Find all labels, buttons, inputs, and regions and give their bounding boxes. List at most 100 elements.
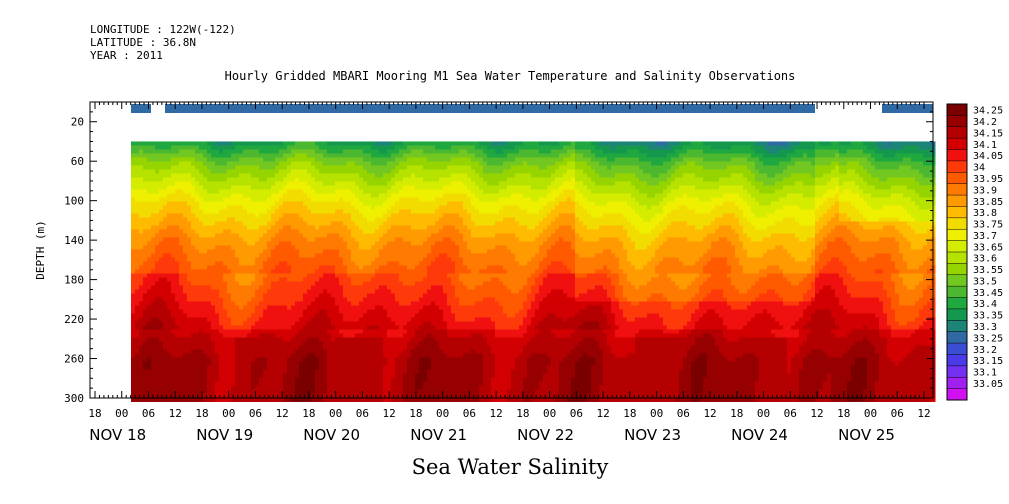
heatmap-cell (355, 365, 360, 370)
heatmap-cell (263, 289, 268, 294)
heatmap-cell (155, 141, 160, 146)
heatmap-cell (151, 189, 156, 194)
heatmap-cell (207, 221, 212, 226)
heatmap-cell (299, 369, 304, 374)
heatmap-cell (391, 317, 396, 322)
heatmap-cell (267, 165, 272, 170)
heatmap-cell (427, 261, 432, 266)
heatmap-cell (415, 349, 420, 354)
heatmap-cell (307, 181, 312, 186)
heatmap-cell (187, 245, 192, 250)
heatmap-cell (343, 265, 348, 270)
heatmap-cell (327, 201, 332, 206)
heatmap-cell (419, 273, 424, 278)
heatmap-cell (215, 181, 220, 186)
heatmap-cell (331, 361, 336, 366)
heatmap-cell (287, 273, 292, 278)
heatmap-cell (339, 273, 344, 278)
heatmap-cell (159, 149, 164, 154)
heatmap-cell (203, 149, 208, 154)
heatmap-cell (275, 301, 280, 306)
heatmap-cell (371, 289, 376, 294)
heatmap-cell (163, 273, 168, 278)
heatmap-cell (275, 309, 280, 314)
heatmap-cell (339, 277, 344, 282)
heatmap-cell (231, 269, 236, 274)
heatmap-cell (219, 289, 224, 294)
heatmap-cell (387, 165, 392, 170)
heatmap-cell (291, 181, 296, 186)
heatmap-cell (359, 189, 364, 194)
heatmap-cell (431, 261, 436, 266)
heatmap-cell (363, 333, 368, 338)
heatmap-cell (307, 341, 312, 346)
heatmap-cell (223, 277, 228, 282)
heatmap-cell (239, 361, 244, 366)
heatmap-cell (223, 269, 228, 274)
heatmap-cell (147, 321, 152, 326)
heatmap-cell (291, 281, 296, 286)
heatmap-cell (243, 185, 248, 190)
heatmap-cell (295, 225, 300, 230)
heatmap-cell (291, 229, 296, 234)
heatmap-cell (207, 329, 212, 334)
heatmap-cell (235, 149, 240, 154)
heatmap-cell (315, 361, 320, 366)
heatmap-cell (303, 289, 308, 294)
heatmap-cell (331, 377, 336, 382)
heatmap-cell (167, 221, 172, 226)
heatmap-cell (243, 165, 248, 170)
heatmap-cell (371, 201, 376, 206)
heatmap-cell (427, 389, 432, 394)
heatmap-cell (375, 201, 380, 206)
heatmap-cell (327, 349, 332, 354)
heatmap-cell (299, 297, 304, 302)
heatmap-cell (315, 177, 320, 182)
heatmap-cell (239, 233, 244, 238)
heatmap-cell (343, 273, 348, 278)
heatmap-cell (143, 381, 148, 386)
heatmap-cell (355, 393, 360, 398)
heatmap-cell (395, 197, 400, 202)
heatmap-cell (327, 141, 332, 146)
heatmap-cell (191, 201, 196, 206)
heatmap-cell (343, 321, 348, 326)
heatmap-cell (251, 297, 256, 302)
heatmap-cell (287, 161, 292, 166)
heatmap-cell (191, 149, 196, 154)
heatmap-cell (267, 217, 272, 222)
heatmap-cell (371, 261, 376, 266)
heatmap-cell (307, 221, 312, 226)
heatmap-cell (415, 373, 420, 378)
heatmap-cell (267, 353, 272, 358)
heatmap-cell (203, 225, 208, 230)
heatmap-cell (335, 309, 340, 314)
heatmap-cell (267, 205, 272, 210)
heatmap-cell (371, 257, 376, 262)
heatmap-cell (279, 373, 284, 378)
heatmap-cell (155, 193, 160, 198)
heatmap-cell (239, 277, 244, 282)
heatmap-cell (219, 237, 224, 242)
heatmap-cell (195, 221, 200, 226)
heatmap-cell (179, 237, 184, 242)
heatmap-cell (343, 205, 348, 210)
heatmap-cell (311, 217, 316, 222)
heatmap-cell (175, 297, 180, 302)
heatmap-cell (279, 173, 284, 178)
heatmap-cell (331, 349, 336, 354)
heatmap-cell (355, 341, 360, 346)
heatmap-cell (347, 337, 352, 342)
heatmap-cell (247, 361, 252, 366)
heatmap-cell (343, 269, 348, 274)
heatmap-cell (391, 325, 396, 330)
heatmap-cell (383, 173, 388, 178)
heatmap-cell (411, 333, 416, 338)
heatmap-cell (143, 269, 148, 274)
heatmap-cell (367, 149, 372, 154)
heatmap-cell (419, 293, 424, 298)
heatmap-cell (315, 153, 320, 158)
heatmap-cell (247, 189, 252, 194)
heatmap-cell (327, 189, 332, 194)
heatmap-cell (343, 293, 348, 298)
